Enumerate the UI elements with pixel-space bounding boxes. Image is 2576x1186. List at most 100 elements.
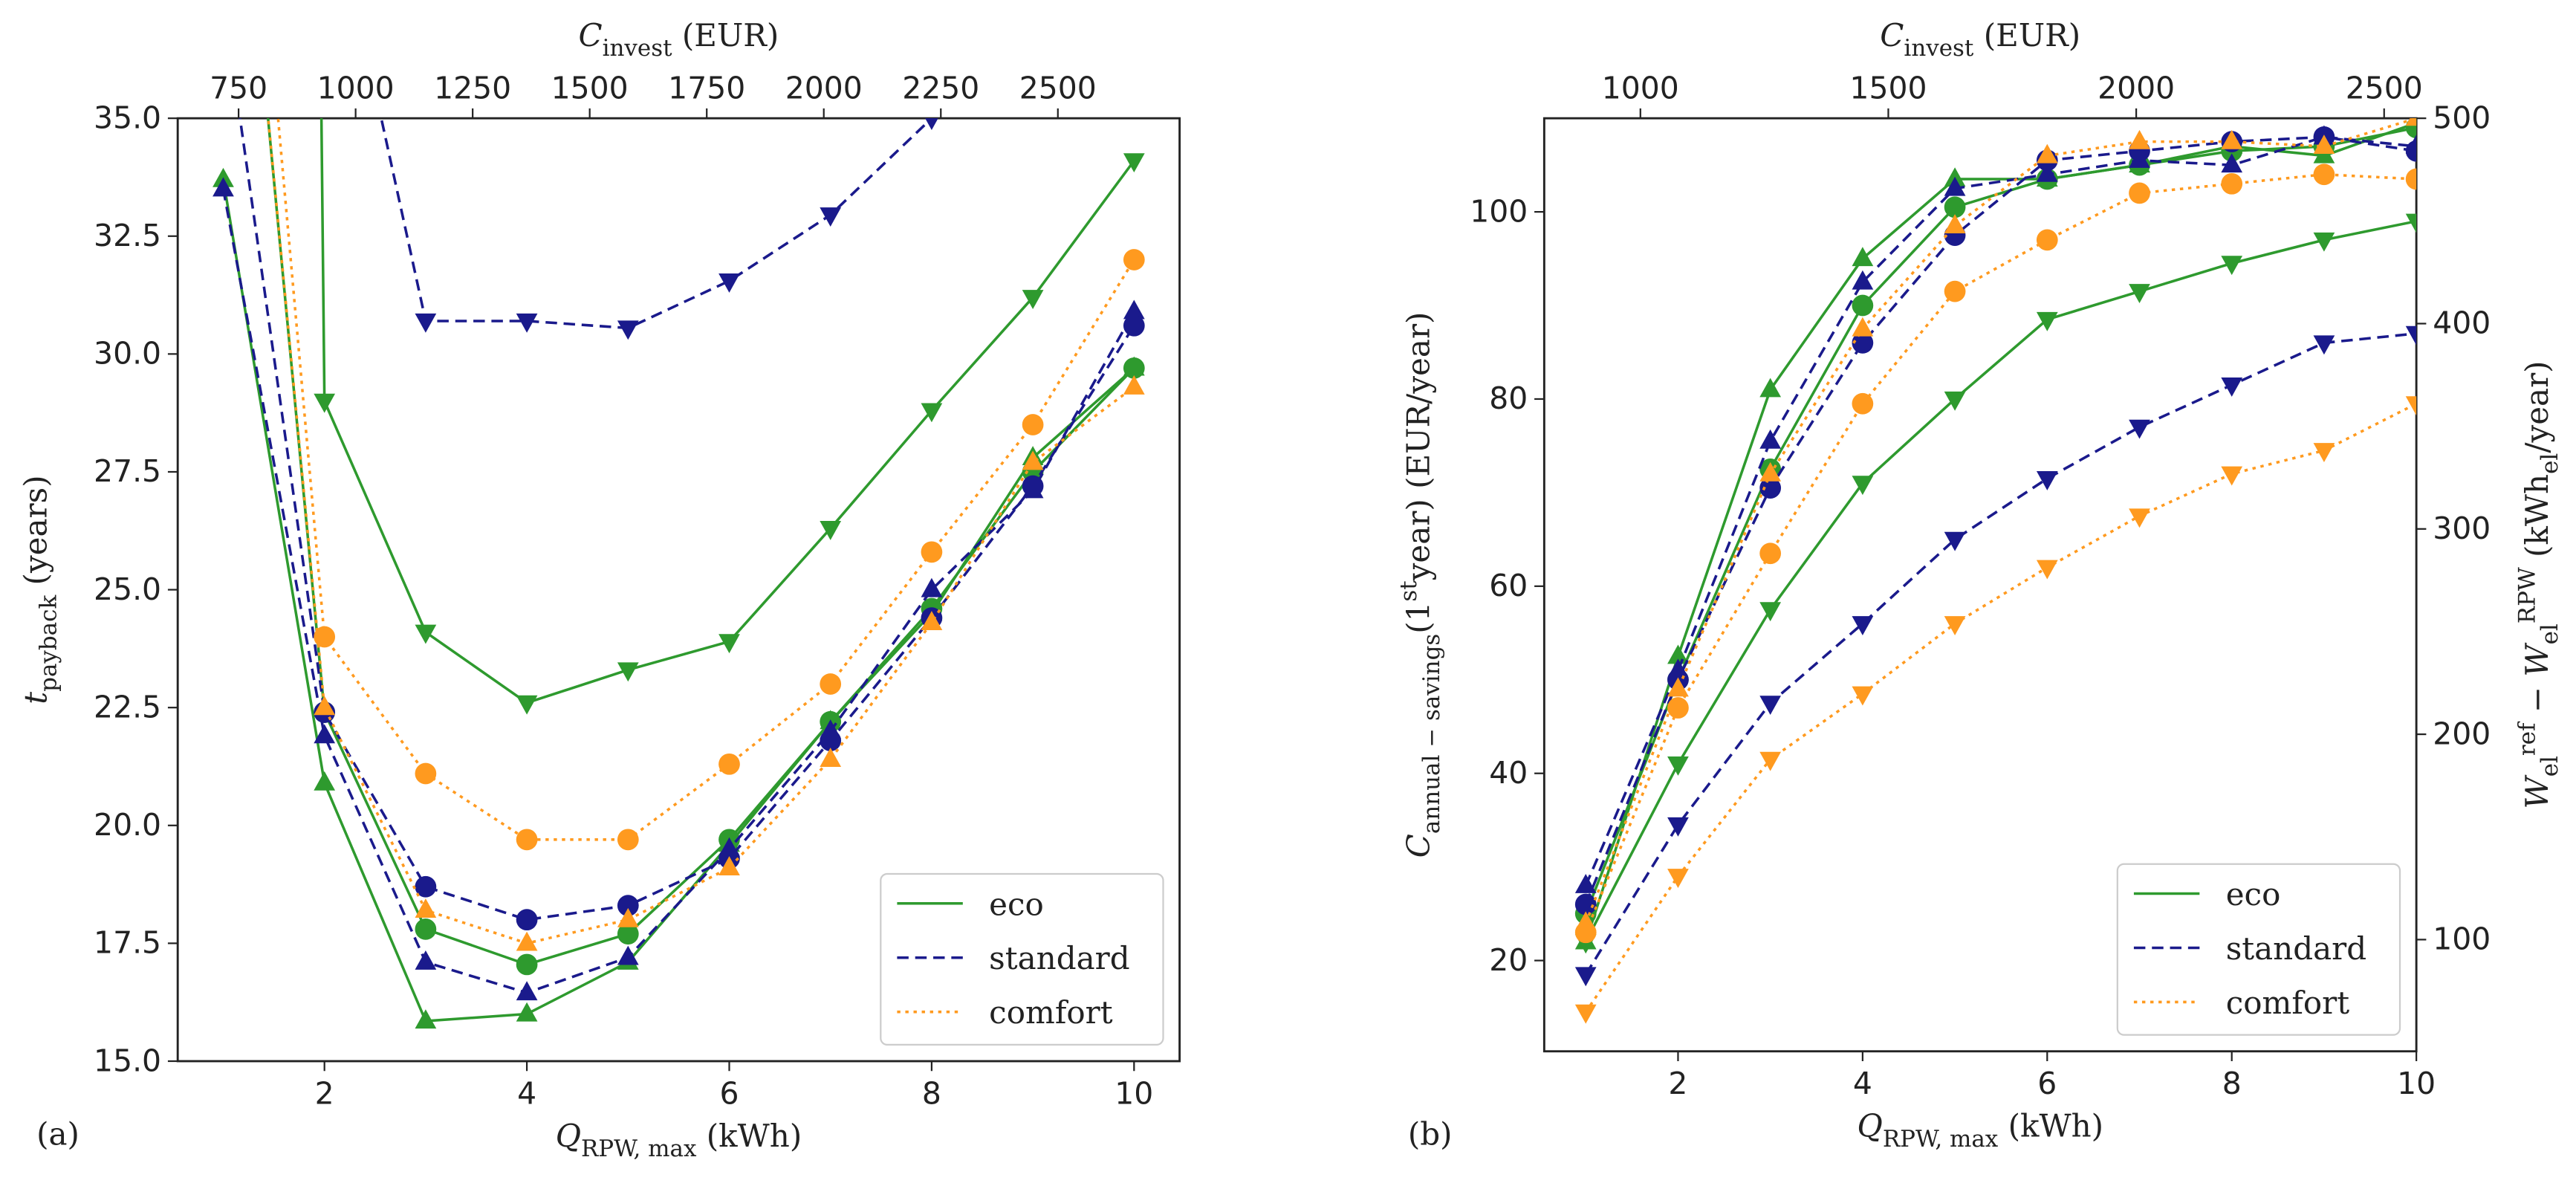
x2-tick-label: 1750 xyxy=(668,71,745,106)
marker xyxy=(1852,317,1874,337)
y-axis-label-part: C xyxy=(1401,834,1437,858)
marker xyxy=(2405,118,2417,126)
marker xyxy=(1852,294,1874,317)
marker xyxy=(2313,163,2335,186)
marker xyxy=(2129,508,2150,528)
x-tick-label: 2 xyxy=(1668,1066,1687,1101)
marker xyxy=(1852,476,1874,496)
plot-area xyxy=(1574,118,2417,1024)
marker xyxy=(820,673,842,695)
marker xyxy=(2036,229,2058,251)
series-line xyxy=(267,118,1135,945)
marker xyxy=(1944,616,1966,636)
y2-axis-label-part: /year) xyxy=(2519,360,2555,453)
marker xyxy=(2036,470,2058,490)
y-axis-label-part: year) (EUR/year) xyxy=(1401,312,1437,582)
x-tick-label: 4 xyxy=(517,1075,536,1111)
legend-label: standard xyxy=(2226,930,2366,967)
x2-tick-label: 1500 xyxy=(1849,71,1927,106)
y2-axis-label: Welref − WelRPW (kWhel/year) xyxy=(2514,360,2563,809)
marker xyxy=(1852,686,1874,706)
y-tick-label: 22.5 xyxy=(94,689,161,725)
marker xyxy=(1759,429,1782,449)
y-tick-label: 20 xyxy=(1489,942,1528,978)
marker xyxy=(1022,450,1044,470)
marker xyxy=(516,953,538,976)
x-axis-label: QRPW, max (kWh) xyxy=(556,1118,802,1162)
marker xyxy=(1944,214,1966,234)
x2-tick-label: 1500 xyxy=(551,71,629,106)
marker xyxy=(2129,284,2150,303)
x-tick-label: 10 xyxy=(2397,1066,2436,1101)
y-axis-label-part: st xyxy=(1395,580,1422,602)
x-axis-label-part: Q xyxy=(556,1118,581,1154)
y-tick-label: 25.0 xyxy=(94,571,161,607)
x2-axis-label: Cinvest (EUR) xyxy=(1880,17,2080,62)
y-axis-label-part: (1 xyxy=(1401,602,1437,634)
marker xyxy=(1944,391,1966,411)
y-tick-label: 27.5 xyxy=(94,453,161,489)
x-axis-label-part: (kWh) xyxy=(696,1118,802,1154)
series-line xyxy=(221,188,1135,994)
y-axis-label: Cannual − savings(1styear) (EUR/year) xyxy=(1395,312,1445,858)
y-tick-label: 15.0 xyxy=(94,1043,161,1078)
marker xyxy=(1123,249,1145,270)
marker xyxy=(1667,756,1689,776)
y-tick-label: 80 xyxy=(1489,380,1528,416)
marker xyxy=(617,895,639,917)
y-tick-label: 100 xyxy=(1470,193,1528,229)
marker xyxy=(516,829,538,851)
x-axis-label-part: Q xyxy=(1857,1108,1882,1144)
marker xyxy=(718,856,740,875)
marker xyxy=(617,829,639,851)
marker xyxy=(516,931,538,951)
marker xyxy=(2313,335,2335,355)
marker xyxy=(2313,135,2335,154)
marker xyxy=(921,403,943,423)
marker xyxy=(921,577,943,597)
marker xyxy=(2129,419,2150,439)
marker xyxy=(314,626,336,648)
marker xyxy=(1852,616,1874,636)
marker xyxy=(1022,7,1044,27)
marker xyxy=(2221,466,2243,486)
marker xyxy=(516,313,538,333)
series-line xyxy=(239,118,1135,921)
y2-axis-label-part: el xyxy=(2537,623,2563,644)
y2-axis-label-part: W xyxy=(2519,642,2555,677)
plot-frame xyxy=(1542,117,2418,1053)
legend-label: eco xyxy=(2226,876,2281,913)
marker xyxy=(718,273,740,293)
y2-tick-label: 100 xyxy=(2433,921,2491,957)
y2-axis-label-part: (kWh xyxy=(2519,474,2555,567)
marker xyxy=(1123,299,1145,320)
marker xyxy=(921,541,943,563)
legend-box xyxy=(880,872,1164,1046)
series-line xyxy=(1584,118,2417,924)
marker xyxy=(1944,176,1966,196)
marker xyxy=(1667,869,1689,889)
marker xyxy=(2036,162,2058,182)
marker xyxy=(617,320,639,340)
marker xyxy=(415,624,437,644)
marker xyxy=(925,118,938,130)
y2-axis-label-part: W xyxy=(2519,774,2555,809)
x2-tick-label: 2250 xyxy=(902,71,979,106)
series-line xyxy=(1584,135,2417,905)
marker xyxy=(314,724,336,744)
marker xyxy=(314,771,336,791)
x2-tick-label: 1000 xyxy=(1602,71,1679,106)
marker xyxy=(1759,602,1782,622)
marker xyxy=(516,695,538,715)
y2-tick-label: 500 xyxy=(2433,100,2491,135)
marker xyxy=(2036,560,2058,580)
y-axis-label-part: payback xyxy=(36,595,62,692)
marker xyxy=(1022,290,1044,310)
marker xyxy=(516,1002,538,1022)
marker xyxy=(921,611,943,631)
marker xyxy=(1852,392,1874,415)
marker xyxy=(516,981,538,1001)
legend-label: standard xyxy=(989,940,1129,976)
y-tick-label: 32.5 xyxy=(94,218,161,253)
